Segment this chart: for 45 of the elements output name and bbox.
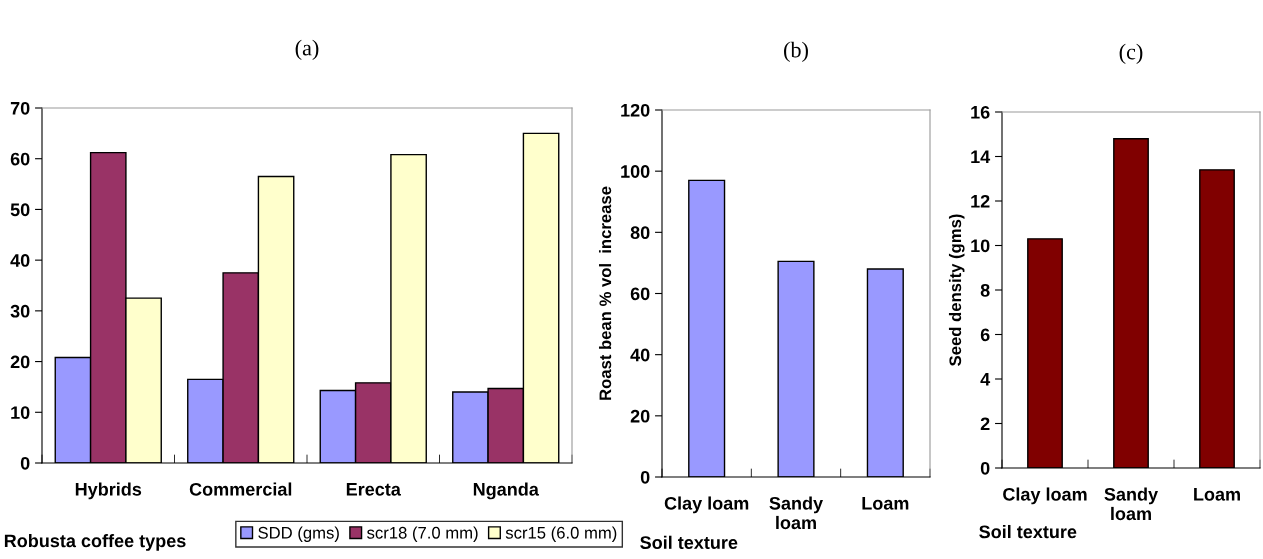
y-tick-label: 8 bbox=[980, 283, 990, 297]
x-tick-label: Nganda bbox=[473, 482, 539, 500]
chart-title: (c) bbox=[1119, 43, 1143, 64]
y-tick-label: 40 bbox=[630, 348, 650, 362]
y-axis-title: Seed density (gms) bbox=[948, 214, 965, 366]
x-tick-label: Loam bbox=[862, 497, 909, 510]
y-tick-label: 6 bbox=[980, 328, 990, 342]
y-tick-label: 80 bbox=[630, 226, 650, 240]
x-axis-title: Soil texture bbox=[979, 524, 1077, 539]
legend-label: scr15 (6.0 mm) bbox=[505, 526, 617, 542]
y-tick-label: 0 bbox=[20, 456, 30, 470]
y-tick-label: 20 bbox=[10, 355, 30, 369]
legend-label: SDD (gms) bbox=[258, 526, 339, 542]
y-tick-label: 14 bbox=[971, 150, 991, 164]
y-tick-label: 4 bbox=[980, 373, 991, 386]
x-axis-title: Robusta coffee types bbox=[4, 534, 186, 551]
y-tick-label: 16 bbox=[971, 105, 990, 119]
chart-title: (b) bbox=[784, 41, 808, 62]
y-tick-label: 100 bbox=[621, 165, 650, 178]
y-tick-label: 60 bbox=[630, 287, 650, 301]
x-tick-label: Sandy loam bbox=[1104, 487, 1158, 521]
x-tick-label: Hybrids bbox=[75, 482, 142, 500]
chart-title: (a) bbox=[295, 39, 319, 60]
x-tick-label: Commercial bbox=[189, 482, 292, 496]
y-tick-label: 20 bbox=[630, 409, 650, 423]
legend-label: scr18 (7.0 mm) bbox=[367, 526, 478, 542]
y-axis-title: Roast bean % vol increase bbox=[598, 186, 612, 400]
y-tick-label: 120 bbox=[621, 103, 650, 117]
x-tick-label: Sandy loam bbox=[769, 496, 823, 530]
y-tick-label: 40 bbox=[10, 254, 30, 267]
x-axis-title: Soil texture bbox=[640, 535, 738, 549]
y-tick-label: 0 bbox=[980, 461, 990, 475]
y-tick-label: 10 bbox=[11, 406, 30, 420]
x-tick-label: Clay loam bbox=[664, 496, 749, 514]
y-tick-label: 70 bbox=[10, 101, 30, 115]
y-tick-label: 50 bbox=[10, 203, 30, 217]
y-tick-label: 2 bbox=[980, 417, 990, 431]
y-tick-label: 30 bbox=[10, 304, 30, 318]
x-tick-label: Clay loam bbox=[1003, 487, 1087, 505]
y-tick-label: 10 bbox=[971, 239, 990, 253]
y-tick-label: 60 bbox=[10, 152, 30, 166]
y-tick-label: 12 bbox=[971, 194, 990, 208]
x-tick-label: Loam bbox=[1194, 488, 1240, 501]
y-tick-label: 0 bbox=[640, 470, 650, 484]
x-tick-label: Erecta bbox=[346, 483, 401, 496]
